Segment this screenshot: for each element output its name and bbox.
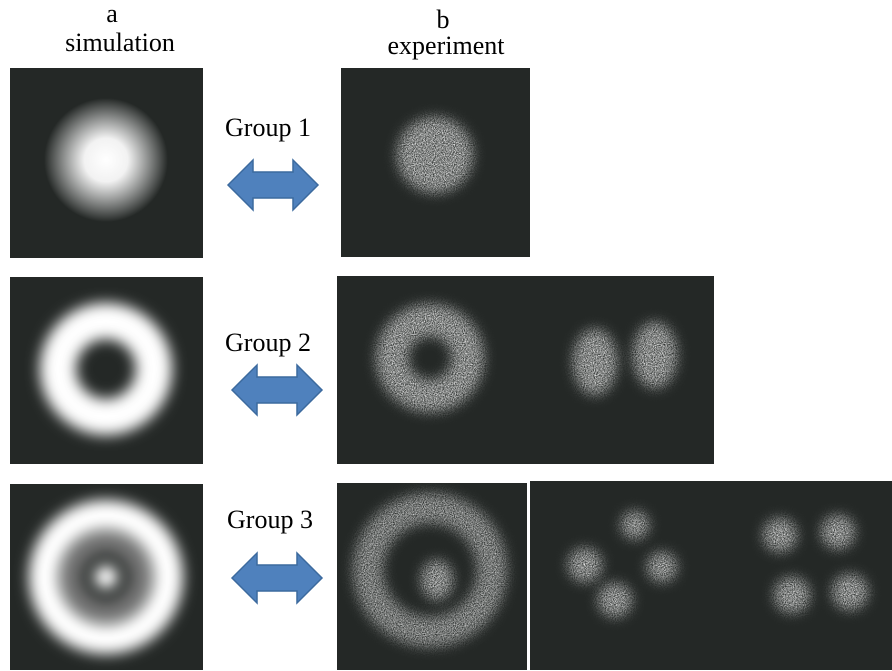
double-arrow — [232, 553, 322, 603]
double-arrow — [228, 160, 318, 210]
double-arrow — [232, 365, 322, 415]
group-label: Group 3 — [227, 505, 313, 534]
column-label: experiment — [388, 31, 506, 60]
column-label: simulation — [65, 28, 175, 57]
group-label: Group 2 — [225, 328, 311, 357]
column-letter: a — [106, 0, 118, 28]
figure: a simulation b experiment Group 1 Group … — [0, 0, 892, 671]
experiment-panel — [530, 481, 715, 670]
simulation-beam — [44, 98, 168, 222]
column-letter: b — [437, 5, 450, 34]
group-label: Group 1 — [225, 113, 311, 142]
experiment-beam — [397, 117, 473, 193]
experiment-panel — [715, 481, 892, 670]
